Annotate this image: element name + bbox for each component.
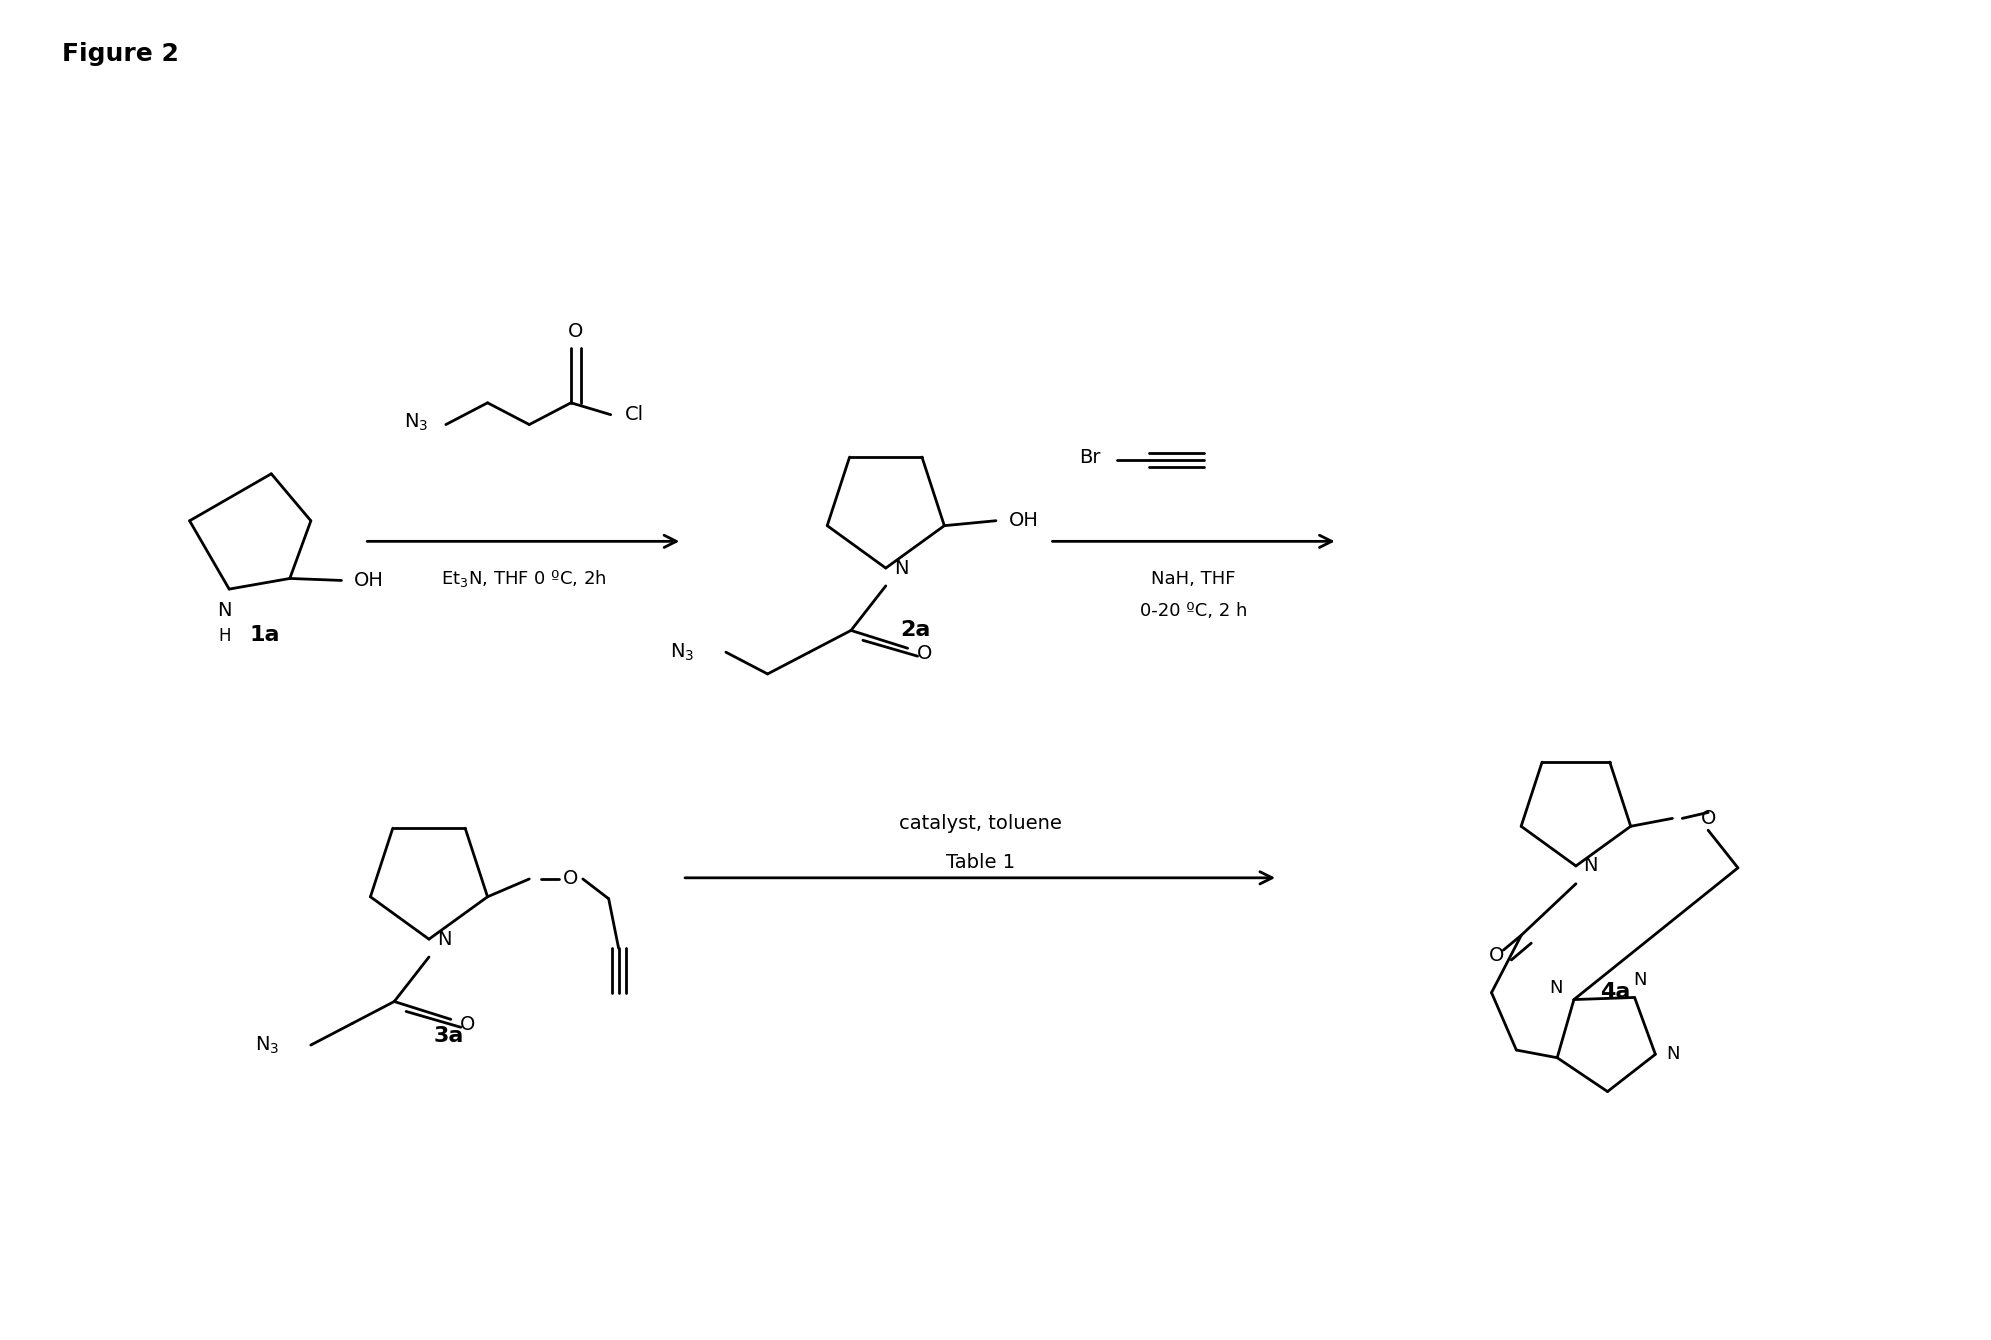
Text: 3a: 3a (434, 1026, 464, 1047)
Text: N: N (438, 930, 452, 949)
Text: 1a: 1a (251, 626, 281, 646)
Text: N$_3$: N$_3$ (669, 642, 695, 663)
Text: OH: OH (354, 571, 384, 590)
Text: O: O (916, 643, 932, 663)
Text: NaH, THF: NaH, THF (1151, 570, 1236, 588)
Text: N: N (1549, 978, 1563, 997)
Text: O: O (1489, 946, 1503, 965)
Text: Cl: Cl (625, 405, 645, 425)
Text: Figure 2: Figure 2 (62, 42, 179, 66)
Text: O: O (567, 322, 583, 342)
Text: Et$_3$N, THF 0 ºC, 2h: Et$_3$N, THF 0 ºC, 2h (440, 568, 605, 590)
Text: N: N (1583, 856, 1599, 875)
Text: O: O (1700, 809, 1716, 828)
Text: 0-20 ºC, 2 h: 0-20 ºC, 2 h (1141, 602, 1246, 619)
Text: catalyst, toluene: catalyst, toluene (898, 813, 1061, 833)
Text: 4a: 4a (1601, 982, 1631, 1001)
Text: Table 1: Table 1 (946, 854, 1015, 872)
Text: N$_3$: N$_3$ (255, 1034, 279, 1056)
Text: OH: OH (1009, 512, 1039, 531)
Text: H: H (217, 627, 231, 645)
Text: N$_3$: N$_3$ (404, 411, 428, 433)
Text: O: O (460, 1014, 476, 1033)
Text: N: N (1666, 1045, 1680, 1064)
Text: O: O (563, 870, 579, 888)
Text: Br: Br (1079, 448, 1101, 466)
Text: N: N (1633, 970, 1647, 989)
Text: 2a: 2a (900, 620, 930, 641)
Text: N: N (894, 559, 910, 578)
Text: N: N (217, 602, 231, 620)
